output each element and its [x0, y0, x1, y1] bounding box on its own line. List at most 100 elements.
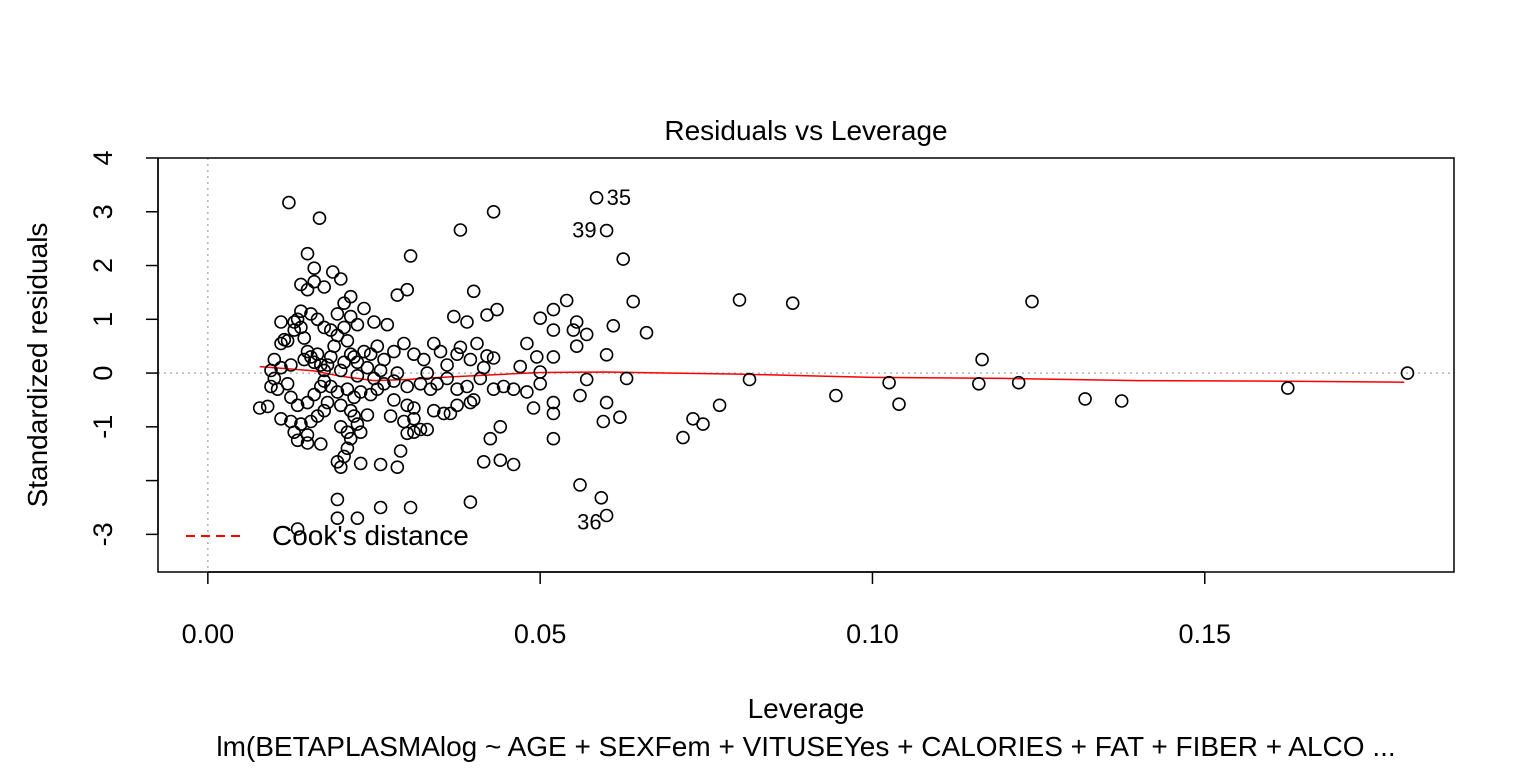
y-tick-label: 4	[88, 150, 118, 165]
data-point	[360, 408, 375, 422]
data-point	[676, 430, 690, 445]
data-point	[252, 401, 267, 415]
data-point	[1025, 294, 1039, 309]
data-point	[573, 388, 587, 403]
data-point	[333, 398, 348, 413]
point-label-39: 39	[572, 218, 596, 243]
data-point	[463, 495, 478, 509]
data-point	[599, 508, 614, 523]
data-point	[971, 376, 986, 391]
data-point	[290, 398, 305, 413]
x-tick-label: 0.00	[182, 619, 235, 649]
data-point	[330, 492, 345, 507]
data-point	[343, 309, 358, 324]
data-point	[546, 406, 561, 421]
data-point	[599, 395, 614, 410]
data-point	[264, 363, 278, 378]
data-point	[892, 397, 906, 412]
data-point	[310, 312, 325, 327]
data-point	[785, 296, 800, 311]
data-point	[466, 393, 481, 407]
data-point	[460, 315, 474, 329]
data-point	[453, 223, 468, 237]
data-point	[486, 205, 501, 219]
data-point	[975, 352, 989, 367]
data-point	[387, 344, 401, 359]
data-point	[330, 307, 345, 321]
y-tick-label: 2	[88, 258, 118, 273]
data-point	[606, 318, 621, 333]
data-point	[350, 317, 365, 332]
data-point	[343, 431, 358, 446]
data-point	[712, 398, 727, 413]
data-point	[546, 323, 561, 337]
data-point	[333, 272, 348, 286]
y-tick-label: 1	[88, 312, 118, 327]
data-point	[353, 456, 368, 471]
data-point	[317, 320, 332, 335]
data-point	[559, 293, 574, 308]
data-point	[496, 379, 511, 394]
data-point	[639, 325, 654, 340]
point-labels: 35 39 36	[572, 185, 631, 535]
data-point	[380, 317, 395, 332]
data-point	[353, 385, 368, 399]
data-point	[304, 414, 318, 429]
data-point	[433, 344, 448, 359]
data-point	[337, 320, 351, 335]
data-point	[373, 500, 388, 515]
data-point	[360, 360, 375, 375]
data-point	[320, 395, 335, 410]
data-point	[320, 358, 335, 372]
y-axis-label: Standardized residuals	[22, 223, 53, 508]
data-point	[546, 302, 561, 317]
data-point	[829, 388, 843, 403]
data-point	[397, 414, 411, 429]
data-point	[310, 347, 325, 362]
data-point	[599, 347, 614, 362]
data-point	[1114, 394, 1129, 408]
data-point	[466, 284, 481, 299]
data-point	[333, 363, 348, 378]
data-point	[616, 252, 631, 266]
data-point	[367, 315, 381, 329]
data-point	[347, 350, 361, 364]
data-point	[1078, 392, 1092, 406]
data-point	[470, 336, 484, 351]
data-point	[347, 409, 361, 423]
x-axis: 0.00 0.05 0.10 0.15	[182, 571, 1231, 649]
data-points	[252, 191, 1415, 536]
data-point	[300, 428, 315, 442]
data-point	[407, 425, 421, 440]
data-point	[333, 419, 348, 434]
legend-label-cooks-distance: Cook's distance	[272, 520, 469, 551]
data-point	[323, 323, 338, 337]
data-point	[520, 385, 534, 399]
data-point	[274, 360, 288, 375]
data-point	[350, 511, 365, 526]
data-point	[403, 249, 418, 263]
y-tick-label: 3	[88, 204, 118, 219]
data-point	[420, 366, 435, 380]
data-point	[397, 336, 411, 351]
data-point	[453, 340, 468, 355]
data-point	[325, 265, 340, 279]
data-point	[546, 431, 561, 446]
data-point	[526, 401, 541, 415]
data-point	[407, 411, 421, 426]
data-point	[290, 522, 305, 536]
data-point	[446, 309, 461, 324]
data-point	[290, 312, 305, 327]
y-tick-label: 0	[88, 366, 118, 381]
data-point	[476, 454, 491, 469]
data-point	[312, 211, 327, 225]
data-point	[340, 333, 355, 348]
data-point	[280, 333, 295, 348]
data-point	[274, 336, 288, 351]
data-point	[573, 478, 587, 492]
data-point	[274, 411, 288, 426]
data-point	[613, 410, 627, 425]
data-point	[529, 350, 544, 364]
x-tick-label: 0.10	[846, 619, 899, 649]
